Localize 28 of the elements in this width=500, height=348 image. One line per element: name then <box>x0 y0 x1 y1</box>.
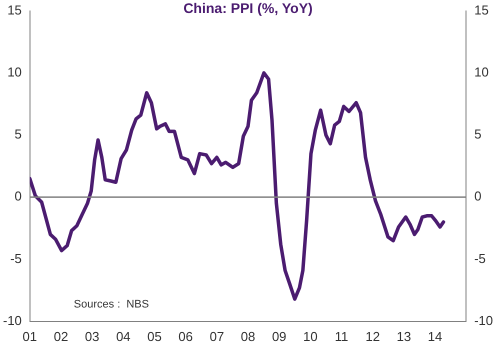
y2-tick-label: 15 <box>474 2 489 18</box>
y-tick-label: -10 <box>2 312 22 328</box>
y2-tick-label: 0 <box>474 188 482 204</box>
x-tick-label: 09 <box>272 328 286 344</box>
x-tick-label: 06 <box>178 328 193 344</box>
x-tick-label: 13 <box>396 328 412 344</box>
y2-tick-label: 5 <box>474 126 482 142</box>
x-tick-label: 04 <box>116 328 131 344</box>
y-tick-label: -5 <box>10 250 22 266</box>
x-tick-label: 03 <box>84 328 100 344</box>
x-tick-label: 12 <box>365 328 380 344</box>
y-tick-label: 15 <box>7 2 22 18</box>
x-tick-label: 10 <box>303 328 318 344</box>
x-tick-label: 02 <box>54 328 68 344</box>
y2-tick-label: -10 <box>474 312 494 328</box>
x-tick-label: 07 <box>210 328 224 344</box>
y2-tick-label: -5 <box>474 250 486 266</box>
x-tick-label: 14 <box>428 328 442 344</box>
chart-title: China: PPI (%, YoY) <box>183 0 313 16</box>
x-tick-label: 05 <box>147 328 162 344</box>
x-tick-label: 01 <box>22 328 38 344</box>
y-tick-label: 0 <box>14 188 22 204</box>
y-tick-label: 5 <box>14 126 22 142</box>
y2-tick-label: 10 <box>474 64 489 80</box>
x-tick-label: 08 <box>240 328 256 344</box>
annotation: Sources : NBS <box>74 298 149 310</box>
y-tick-label: 10 <box>7 64 22 80</box>
x-tick-label: 11 <box>334 328 348 344</box>
